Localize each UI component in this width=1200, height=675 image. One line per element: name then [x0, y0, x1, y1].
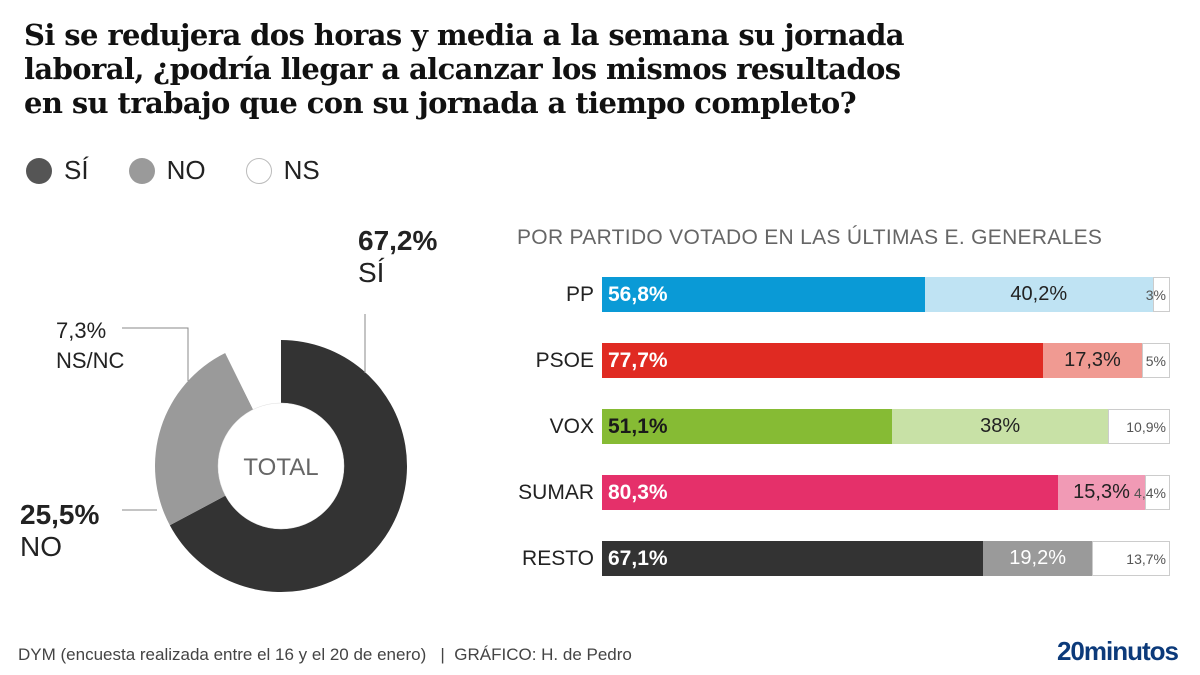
category-label: RESTO	[522, 547, 594, 570]
bar-segment-no: 40,2%	[924, 277, 1153, 312]
bar-segment-ns: 3%	[1146, 277, 1170, 312]
bar-segment-yes: 80,3%	[602, 475, 1059, 510]
label-ns: 7,3% NS/NC	[56, 316, 124, 376]
category-label: PSOE	[535, 349, 594, 372]
bar-track: 67,1% 19,2% 13,7%	[602, 541, 1170, 576]
bar-segment-ns: 5%	[1141, 343, 1170, 378]
bar-segment-no: 38%	[892, 409, 1109, 444]
label-no-name: NO	[20, 531, 62, 562]
bar-segment-ns: 10,9%	[1108, 409, 1170, 444]
source-credit: DYM (encuesta realizada entre el 16 y el…	[18, 645, 632, 664]
legend-item-si: SÍ	[26, 155, 89, 186]
chart-title: Si se redujera dos horas y media a la se…	[24, 18, 905, 120]
legend-item-ns: NS	[245, 155, 320, 186]
leader-line-ns	[122, 327, 189, 381]
bar-segment-ns: 4,4%	[1134, 475, 1170, 510]
label-si: 67,2% SÍ	[358, 226, 437, 290]
bar-segment-yes: 67,1%	[602, 541, 984, 576]
legend-item-no: NO	[128, 155, 206, 186]
label-no-value: 25,5%	[20, 499, 100, 530]
label-si-value: 67,2%	[358, 225, 438, 256]
bar-segment-yes: 51,1%	[602, 409, 893, 444]
bar-segment-yes: 56,8%	[602, 277, 925, 312]
bar-segment-no: 19,2%	[983, 541, 1093, 576]
label-ns-value: 7,3%	[56, 318, 107, 343]
legend-swatch-no	[128, 157, 155, 184]
donut-slice-s	[169, 340, 408, 592]
label-ns-name: NS/NC	[56, 348, 125, 373]
bar-track: 77,7% 17,3% 5%	[602, 343, 1170, 378]
legend-swatch-si	[26, 157, 52, 184]
category-label: SUMAR	[518, 481, 594, 504]
bar-segment-ns: 13,7%	[1092, 541, 1170, 576]
label-no: 25,5% NO	[20, 500, 99, 564]
donut-center-label: TOTAL	[243, 454, 318, 481]
bar-track: 80,3% 15,3% 4,4%	[602, 475, 1170, 510]
category-label: PP	[565, 283, 594, 306]
donut-slice-no	[154, 353, 254, 526]
bars-title: POR PARTIDO VOTADO EN LAS ÚLTIMAS E. GEN…	[517, 226, 1103, 249]
legend: SÍ NO NS	[26, 155, 360, 186]
legend-label-si: SÍ	[64, 155, 89, 185]
bar-segment-yes: 77,7%	[602, 343, 1044, 378]
bar-segment-no: 15,3%	[1058, 475, 1145, 510]
category-label: VOX	[549, 415, 594, 438]
donut-chart: TOTAL	[122, 314, 408, 592]
brand-logo: 20minutos	[1056, 636, 1179, 666]
bar-segment-no: 17,3%	[1043, 343, 1142, 378]
bar-track: 56,8% 40,2% 3%	[602, 277, 1170, 312]
legend-label-no: NO	[166, 155, 206, 185]
legend-label-ns: NS	[283, 155, 320, 185]
donut-hole	[217, 402, 345, 530]
bar-track: 51,1% 38% 10,9%	[602, 409, 1170, 444]
label-si-name: SÍ	[358, 257, 385, 288]
donut-slice-nsnc	[225, 340, 281, 410]
legend-swatch-ns	[245, 157, 272, 184]
